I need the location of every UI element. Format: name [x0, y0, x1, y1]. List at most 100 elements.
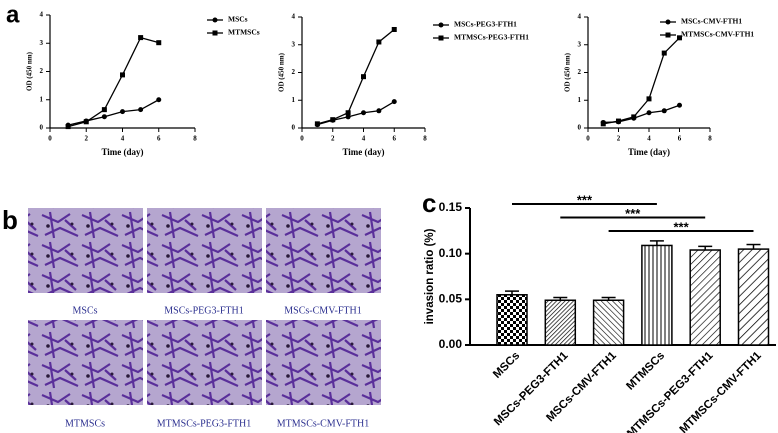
bar	[641, 244, 673, 346]
series-line	[317, 28, 395, 125]
y-tick-label: 1	[292, 96, 296, 104]
x-tick-label: 8	[708, 135, 712, 143]
series-line	[67, 99, 160, 126]
x-tick-label: 8	[193, 135, 197, 143]
legend-label: MTMSCs	[228, 28, 260, 37]
legend-marker	[212, 17, 218, 23]
legend-label: MSCs-CMV-FTH1	[681, 17, 742, 26]
panel-label: c	[422, 188, 436, 218]
x-tick-label: MTMSCs-CMV-FTH1	[678, 349, 765, 433]
caption: MSCs-CMV-FTH1	[284, 305, 361, 316]
marker	[101, 114, 107, 120]
caption: MTMSCs	[65, 418, 105, 429]
x-tick-label: 0	[586, 135, 590, 143]
micrograph	[28, 320, 143, 405]
y-tick-label: 4	[578, 13, 582, 21]
significance-label: ***	[577, 192, 593, 207]
y-tick-label: 0.05	[439, 292, 463, 306]
series-line	[603, 37, 680, 125]
x-tick-label: 4	[121, 135, 125, 143]
y-tick-label: 0	[40, 124, 44, 132]
marker	[345, 110, 351, 116]
marker	[138, 107, 144, 113]
x-axis-label: Time (day)	[342, 147, 384, 157]
caption: MTMSCs-CMV-FTH1	[277, 418, 369, 429]
series-line	[67, 36, 159, 128]
x-tick-label: 0	[300, 135, 304, 143]
y-tick-label: 2	[292, 68, 296, 76]
x-tick-label: 6	[157, 135, 161, 143]
bar	[737, 248, 770, 346]
micrograph	[147, 320, 262, 405]
y-tick-label: 4	[40, 11, 44, 19]
x-tick-label: 8	[423, 135, 427, 143]
marker	[646, 110, 652, 116]
marker	[677, 35, 682, 41]
marker	[646, 96, 652, 102]
marker	[391, 26, 397, 32]
marker	[631, 114, 637, 120]
bar	[592, 299, 625, 346]
y-tick-label: 0	[292, 124, 296, 132]
marker	[330, 117, 336, 123]
marker	[101, 107, 107, 113]
micrograph	[28, 208, 143, 293]
x-tick-label: 4	[362, 135, 366, 143]
y-tick-label: 0.15	[439, 200, 463, 214]
caption: MSCs	[72, 305, 97, 316]
y-axis-label: OD (450 nm)	[278, 52, 286, 92]
legend-label: MSCs-PEG3-FTH1	[454, 20, 517, 29]
marker	[345, 114, 351, 120]
marker	[391, 99, 397, 105]
y-tick-label: 0	[578, 124, 582, 132]
marker	[65, 124, 71, 130]
marker	[600, 121, 606, 127]
x-tick-label: 4	[647, 135, 651, 143]
marker	[661, 50, 667, 56]
micrograph	[147, 208, 262, 293]
significance-label: ***	[673, 219, 689, 234]
legend-marker	[212, 30, 218, 36]
y-tick-label: 0.10	[439, 246, 463, 260]
x-tick-label: MTMSCs	[624, 350, 667, 393]
y-axis-label: OD (450 nm)	[26, 51, 34, 91]
legend-label: MTMSCs-CMV-FTH1	[681, 30, 754, 39]
marker	[661, 108, 667, 114]
legend-marker	[665, 19, 671, 25]
caption: MTMSCs-PEG3-FTH1	[157, 418, 251, 429]
marker	[83, 119, 89, 125]
caption: MSCs-PEG3-FTH1	[164, 305, 243, 316]
legend-label: MSCs	[228, 15, 248, 24]
y-tick-label: 3	[40, 39, 44, 47]
y-tick-label: 1	[578, 96, 582, 104]
marker	[376, 39, 382, 45]
bar	[496, 294, 528, 346]
legend-label: MTMSCs-PEG3-FTH1	[454, 33, 529, 42]
marker	[138, 35, 144, 41]
legend-marker	[438, 22, 444, 28]
marker	[376, 108, 382, 114]
marker	[361, 74, 366, 80]
x-tick-label: 0	[48, 135, 52, 143]
marker	[120, 109, 125, 115]
significance-label: ***	[625, 206, 641, 221]
x-tick-label: 6	[393, 135, 397, 143]
y-axis-label: OD (450 nm)	[564, 52, 572, 92]
x-tick-label: MTMSCs-PEG3-FTH1	[625, 349, 716, 433]
bar	[544, 299, 577, 346]
marker	[314, 121, 320, 127]
x-tick-label: 2	[85, 135, 89, 143]
x-tick-label: MSCs	[491, 350, 522, 381]
micrographs: MSCs MSCs-PEG3-FTH1 MSCs-CMV-FTH1 MTMSCs…	[28, 208, 381, 429]
marker	[156, 40, 162, 46]
legend-marker	[438, 35, 444, 41]
marker	[156, 97, 162, 103]
y-axis-label: invasion ratio (%)	[424, 228, 436, 324]
panel-label: b	[2, 205, 18, 235]
x-tick-label: 2	[617, 135, 621, 143]
legend-marker	[665, 32, 671, 38]
x-axis-label: Time (day)	[628, 147, 670, 157]
y-tick-label: 2	[578, 68, 582, 76]
y-tick-label: 2	[40, 67, 44, 75]
